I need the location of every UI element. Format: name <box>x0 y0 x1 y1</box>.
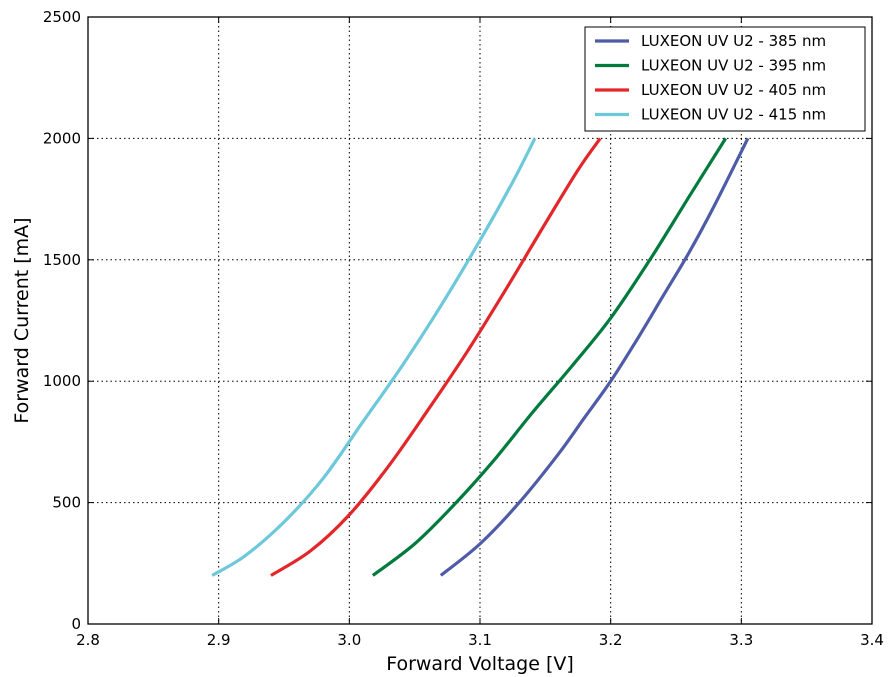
y-tick-label: 2500 <box>43 8 81 26</box>
series-line <box>371 137 728 577</box>
series-lines <box>211 137 750 577</box>
x-tick-label: 2.9 <box>207 631 231 649</box>
y-tick-label: 500 <box>52 494 81 512</box>
x-tick-label: 3.0 <box>337 631 361 649</box>
x-tick-label: 3.2 <box>599 631 623 649</box>
x-tick-label: 3.4 <box>860 631 884 649</box>
legend-entry: LUXEON UV U2 - 385 nm <box>641 32 826 50</box>
x-tick-label: 3.3 <box>729 631 753 649</box>
y-tick-label: 2000 <box>43 129 81 147</box>
y-tick-label: 1000 <box>43 372 81 390</box>
y-tick-label: 0 <box>71 615 81 633</box>
legend-entry: LUXEON UV U2 - 395 nm <box>641 57 826 75</box>
x-tick-label: 3.1 <box>468 631 492 649</box>
axis-ticks <box>87 16 873 625</box>
legend-entry: LUXEON UV U2 - 405 nm <box>641 81 826 99</box>
y-tick-label: 1500 <box>43 251 81 269</box>
legend: LUXEON UV U2 - 385 nm LUXEON UV U2 - 395 … <box>584 26 866 132</box>
series-line <box>270 137 602 577</box>
x-tick-label: 2.8 <box>76 631 100 649</box>
legend-entry: LUXEON UV U2 - 415 nm <box>641 106 826 124</box>
series-line <box>439 137 750 577</box>
tick-labels: 2.8 2.9 3.0 3.1 3.2 3.3 3.4 0 500 1000 1500 2000 250… <box>43 8 884 649</box>
grid <box>88 17 872 624</box>
series-line <box>211 137 537 577</box>
legend-box <box>584 26 866 132</box>
y-axis-label: Forward Current [mA] <box>11 217 33 423</box>
x-axis-label: Forward Voltage [V] <box>386 653 574 675</box>
